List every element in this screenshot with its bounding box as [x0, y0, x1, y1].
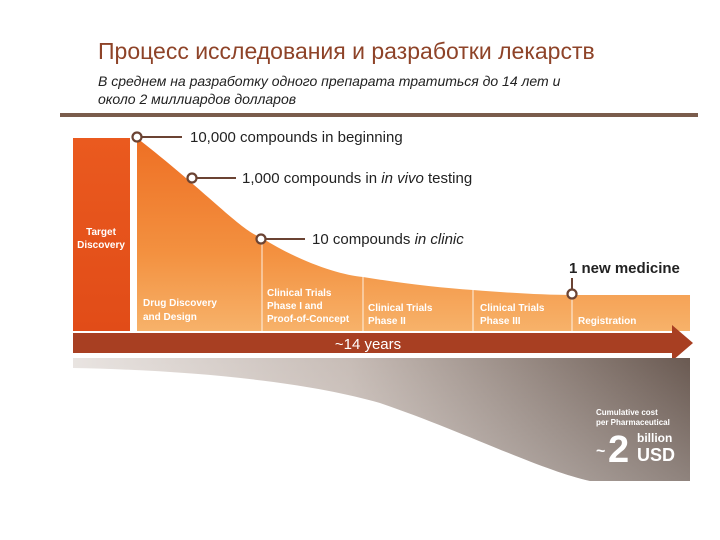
target-discovery-block: [73, 138, 130, 331]
stage-phase1-3: Proof-of-Concept: [267, 314, 350, 325]
page-subtitle: В среднем на разработку одного препарата…: [98, 72, 688, 108]
stage-drug-discovery-1: Drug Discovery: [143, 298, 217, 309]
callout-10-text: 10 compounds in clinic: [312, 231, 464, 248]
callout-1000-text: 1,000 compounds in in vivo testing: [242, 170, 472, 187]
target-discovery-label-1: Target: [86, 227, 116, 238]
cost-unit-2: USD: [637, 445, 675, 465]
callout-1-text: 1 new medicine: [569, 260, 680, 277]
callout-1: 1 new medicine: [566, 260, 680, 300]
callout-marker: [131, 131, 143, 143]
cost-unit-1: billion: [637, 431, 672, 445]
callout-marker: [186, 172, 198, 184]
stage-phase3-1: Clinical Trials: [480, 303, 545, 314]
subtitle-line-2: около 2 миллиардов долларов: [98, 91, 297, 107]
stage-phase1-2: Phase I and: [267, 301, 323, 312]
target-discovery-label-2: Discovery: [77, 240, 125, 251]
callout-marker: [255, 233, 267, 245]
callout-marker: [566, 288, 578, 300]
stage-phase3-2: Phase III: [480, 316, 521, 327]
subtitle-line-1: В среднем на разработку одного препарата…: [98, 73, 561, 89]
compound-funnel: [137, 138, 690, 331]
cost-note-2: per Pharmaceutical: [596, 418, 670, 427]
callout-10000: 10,000 compounds in beginning: [131, 129, 403, 146]
timeline-arrow: [73, 325, 693, 361]
stage-drug-discovery-2: and Design: [143, 312, 197, 323]
callout-10: 10 compounds in clinic: [255, 231, 464, 248]
stage-registration: Registration: [578, 316, 636, 327]
cost-area-shade: [73, 358, 690, 481]
header-rule: [60, 113, 698, 117]
timeline-label: ~14 years: [335, 336, 401, 353]
stage-phase2-1: Clinical Trials: [368, 303, 433, 314]
page-title: Процесс исследования и разработки лекарс…: [98, 38, 595, 64]
callout-1000: 1,000 compounds in in vivo testing: [186, 170, 472, 187]
callout-10000-text: 10,000 compounds in beginning: [190, 129, 403, 146]
cost-amount: 2: [608, 429, 629, 471]
stage-phase1-1: Clinical Trials: [267, 288, 332, 299]
cost-tilde: ~: [596, 443, 605, 460]
cost-note-1: Cumulative cost: [596, 408, 658, 417]
stage-phase2-2: Phase II: [368, 316, 406, 327]
